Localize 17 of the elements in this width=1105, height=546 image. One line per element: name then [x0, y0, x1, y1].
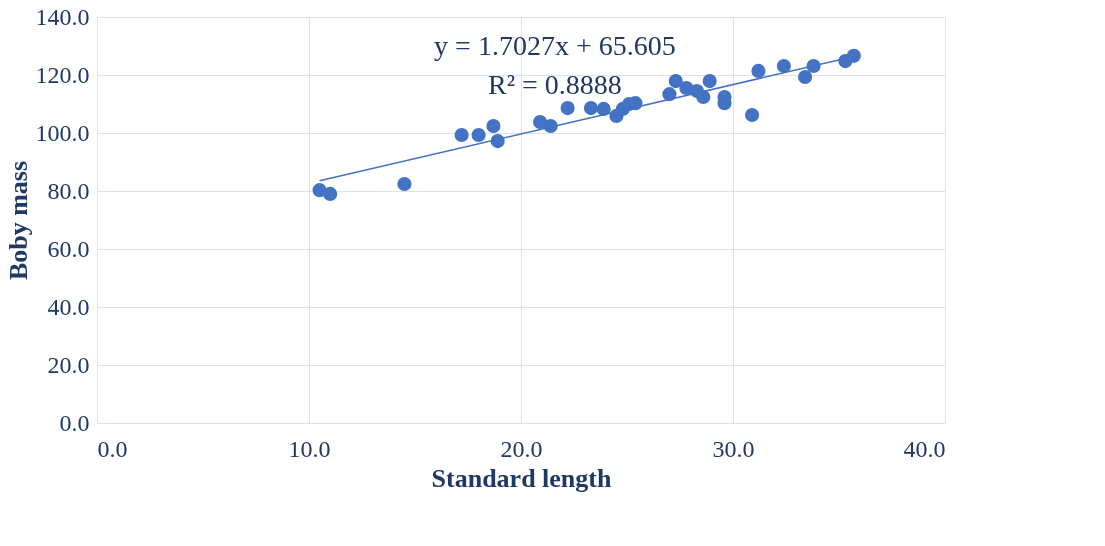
x-tick-label: 20.0: [500, 435, 543, 462]
x-tick-label: 10.0: [288, 435, 331, 462]
x-tick-label: 30.0: [712, 435, 755, 462]
x-tick-label: 40.0: [903, 435, 946, 462]
y-tick-label: 120.0: [35, 61, 90, 88]
y-tick-label: 40.0: [47, 293, 90, 320]
y-tick-label: 0.0: [59, 409, 90, 436]
x-axis-title: Standard length: [431, 463, 612, 493]
x-tick-label: 0.0: [97, 435, 128, 462]
y-tick-label: 80.0: [47, 177, 90, 204]
y-tick-label: 20.0: [47, 351, 90, 378]
y-tick-label: 140.0: [35, 3, 90, 30]
y-axis-title: Boby mass: [3, 160, 33, 281]
y-tick-label: 60.0: [47, 235, 90, 262]
annotation: y = 1.7027x + 65.605: [434, 30, 676, 62]
annotation: R² = 0.8888: [487, 69, 622, 101]
y-tick-label: 100.0: [35, 119, 90, 146]
